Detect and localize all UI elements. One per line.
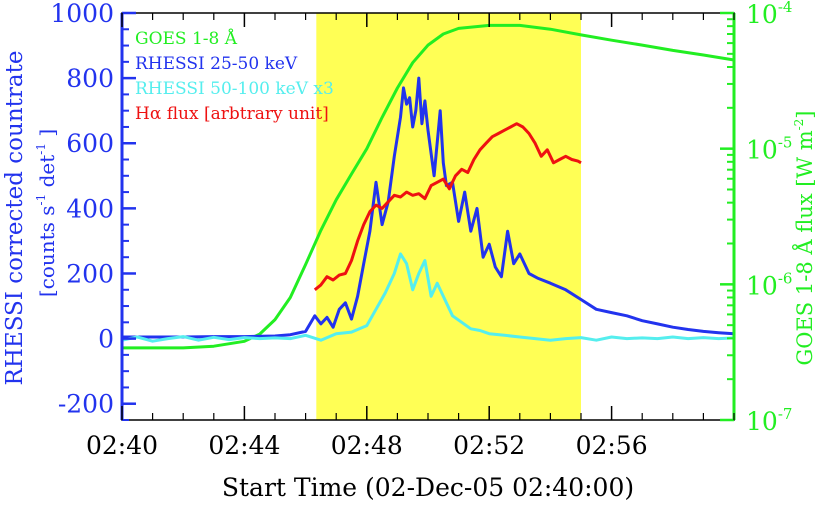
right-tick-label: 10-7 [746,405,792,436]
right-tick-label: 10-6 [746,269,792,300]
right-label-pre: GOES 1-8 Å flux [W m [792,130,817,365]
right-tick-exp: -5 [778,134,793,152]
bottom-tick-label: 02:56 [576,431,648,460]
left-label-mid: det [35,155,59,194]
right-tick-base: 10 [746,136,778,165]
series-line-1 [122,76,735,339]
series-layer [121,23,735,350]
right-tick-label: 10-4 [746,0,792,29]
right-tick-exp: -7 [778,405,793,423]
left-axis-label-line1: RHESSI corrected countrate [2,51,28,386]
legend-entry: GOES 1-8 Å [135,28,238,49]
legend: GOES 1-8 Å RHESSI 25-50 keV RHESSI 50-100 … [135,28,334,124]
legend-entry: RHESSI 50-100 keV x3 [135,79,334,99]
legend-entry: Hα flux [arbtrary unit] [135,104,329,124]
left-label-sup1: -1 [34,194,48,206]
left-tick-label: 400 [66,194,114,223]
bottom-axis: 02:40 02:44 02:48 02:52 02:56 [86,13,735,460]
left-tick-label: 200 [66,259,114,288]
left-label-pre: [counts s [35,205,59,297]
legend-entry: RHESSI 25-50 keV [135,54,298,74]
x-axis-label: Start Time (02-Dec-05 02:40:00) [222,473,634,502]
bottom-tick-label: 02:40 [86,431,158,460]
series-line-2 [121,252,735,343]
left-tick-label: 0 [98,325,114,354]
left-tick-label: 1000 [50,0,114,28]
right-tick-exp: -6 [778,269,793,287]
right-tick-base: 10 [746,407,778,436]
highlight-interval [316,13,581,420]
left-tick-label: 600 [66,129,114,158]
bottom-tick-label: 02:44 [208,431,280,460]
left-label-sup2: -1 [34,143,48,155]
left-tick-label: -200 [58,390,114,419]
right-axis-label: GOES 1-8 Å flux [W m-2] [792,110,817,365]
left-tick-label: 800 [66,64,114,93]
bottom-tick-label: 02:52 [453,431,525,460]
series-line-3 [313,122,582,291]
right-axis: 10-710-610-510-4 [720,0,792,436]
right-tick-exp: -4 [778,0,793,16]
left-label-post: ] [35,129,59,143]
left-axis-label-line2: [counts s-1 det-1 ] [34,129,59,297]
right-tick-label: 10-5 [746,134,792,165]
right-label-sup: -2 [792,119,806,131]
left-axis: -200 0 200 400 600 800 1000 [50,0,136,421]
right-label-post: ] [793,110,817,118]
bottom-tick-label: 02:48 [331,431,403,460]
right-tick-base: 10 [746,0,778,29]
right-tick-base: 10 [746,271,778,300]
